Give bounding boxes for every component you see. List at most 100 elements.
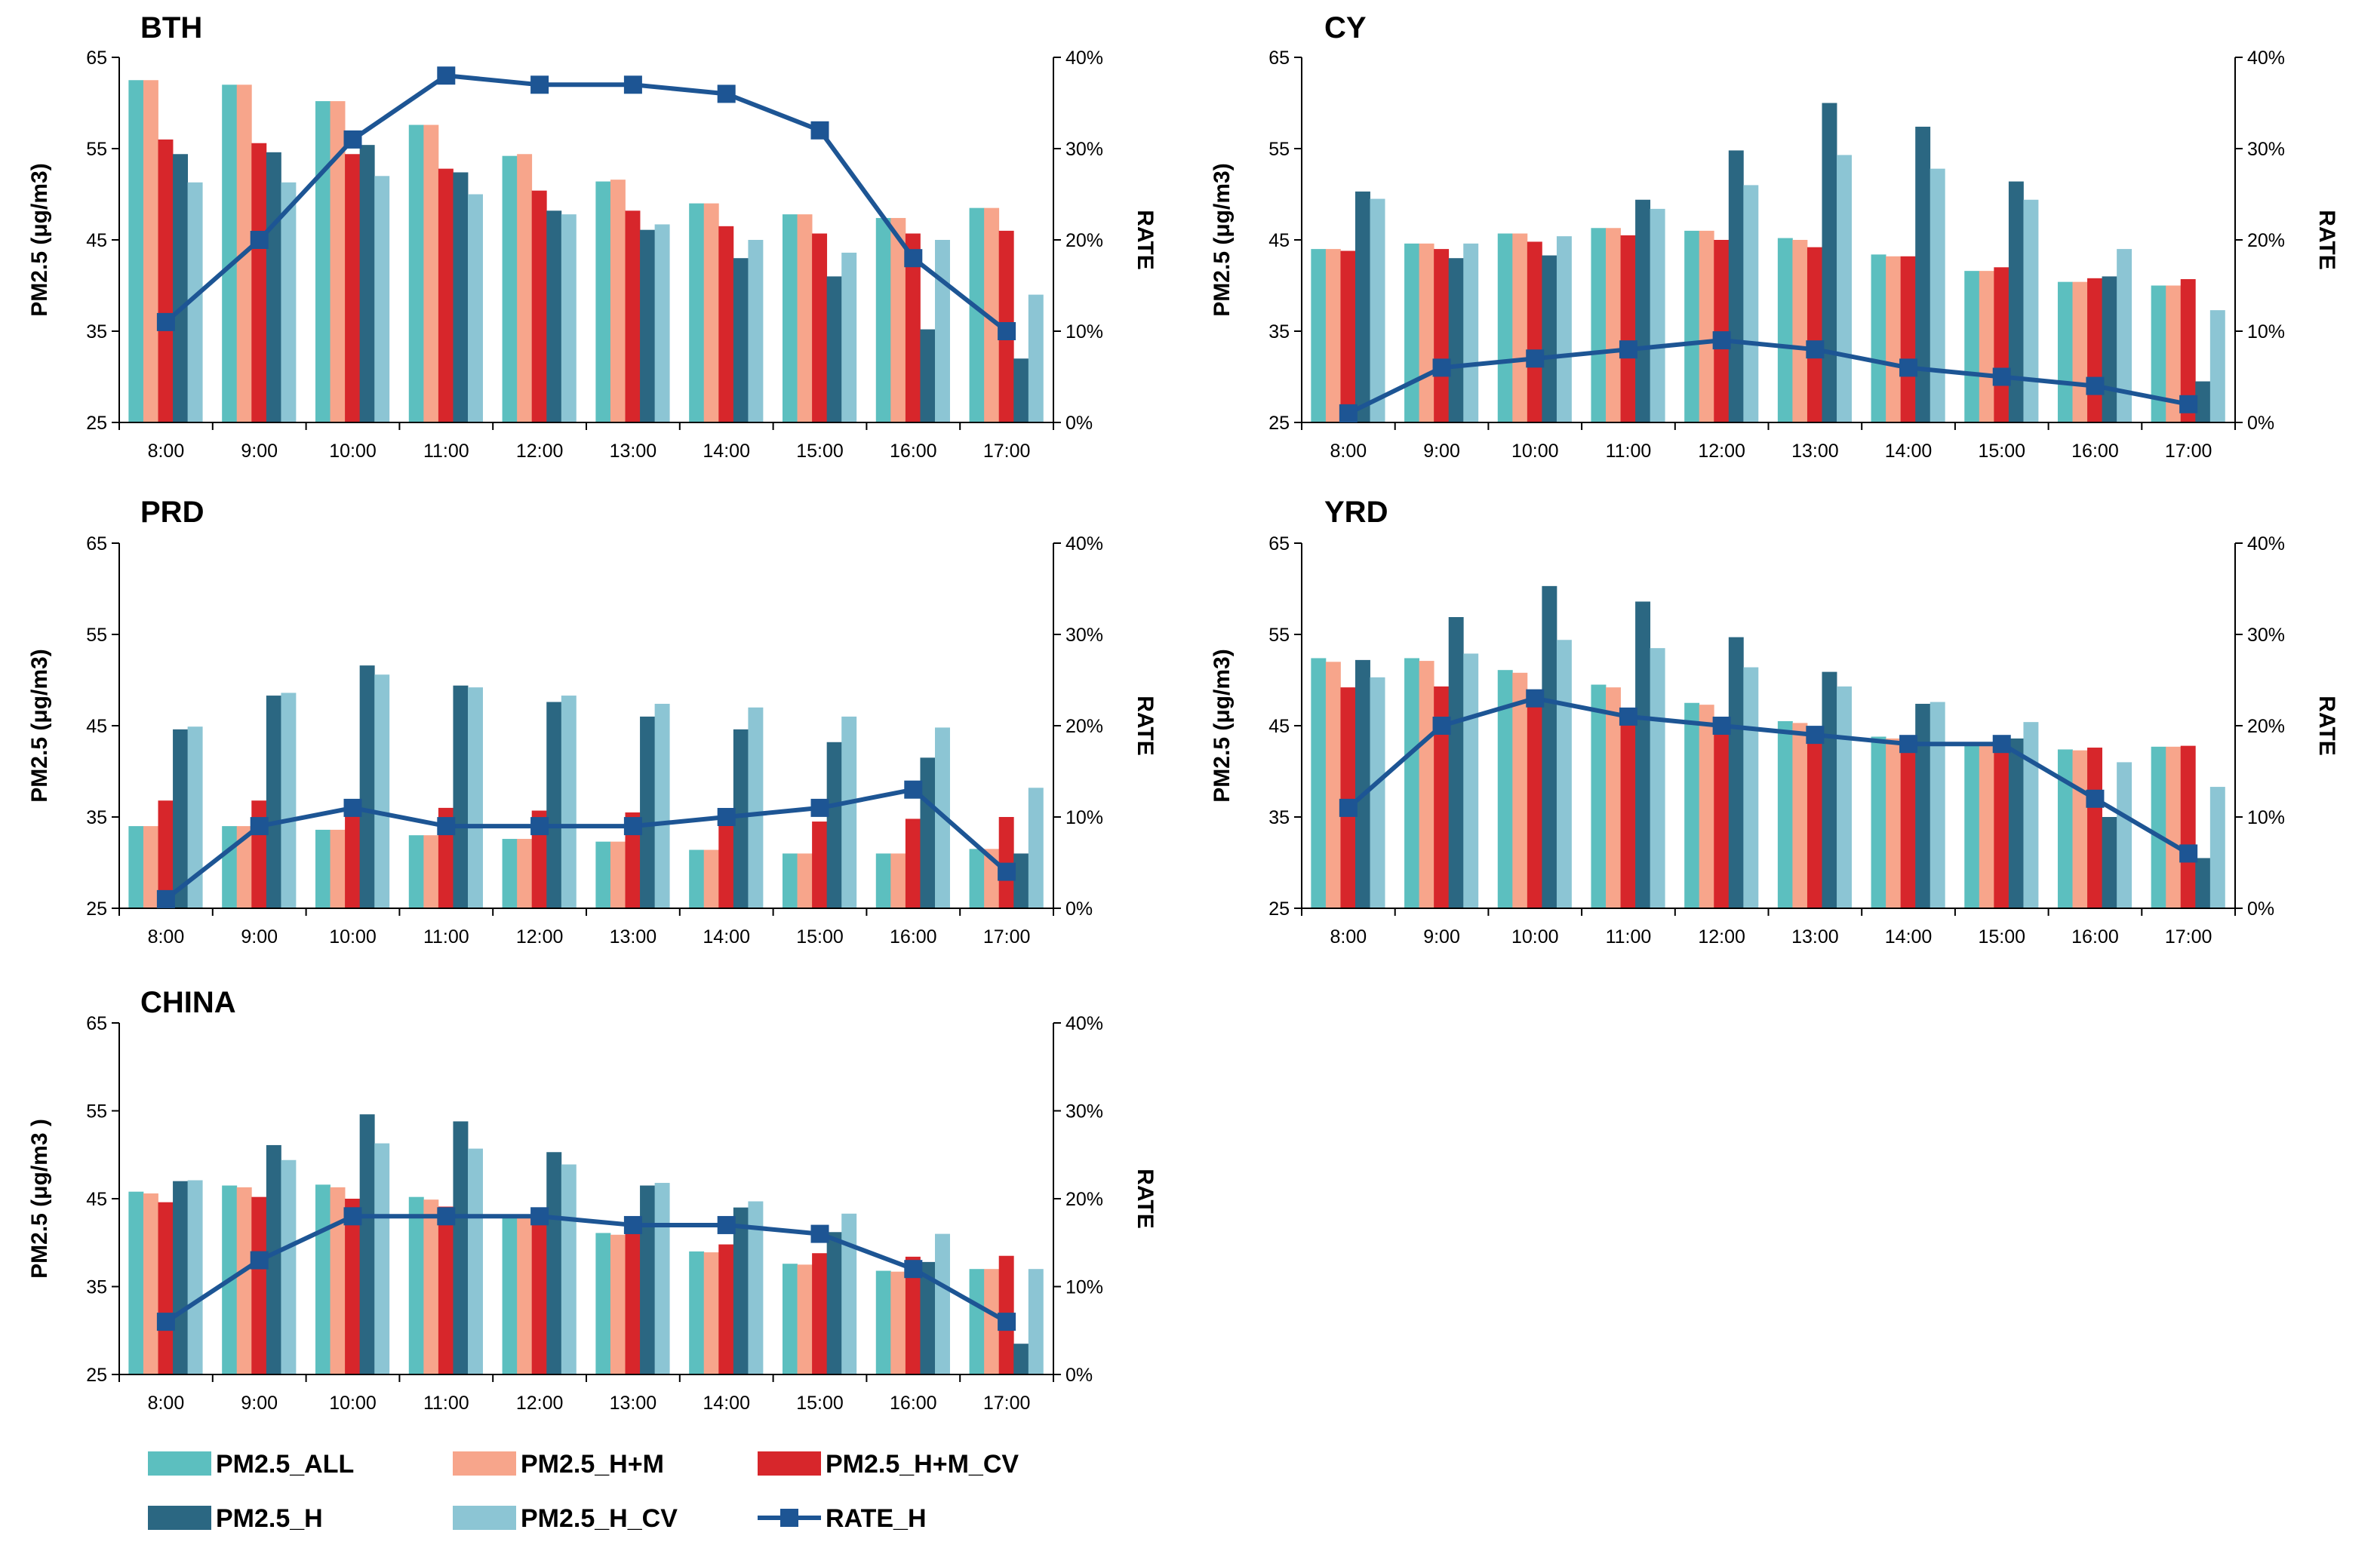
bar-pm2-5-all	[782, 853, 798, 908]
bar-pm2-5-all	[1871, 736, 1886, 908]
bar-pm2-5-all	[1684, 230, 1700, 422]
bar-pm2-5-h-cv	[374, 1143, 390, 1374]
rate-h-marker	[717, 84, 736, 103]
x-tick-label: 17:00	[983, 926, 1031, 947]
rate-h-marker	[810, 798, 829, 817]
bar-pm2-5-h	[359, 145, 375, 422]
bar-pm2-5-h	[1728, 150, 1744, 423]
bar-pm2-5-h-m-cv	[158, 1202, 174, 1374]
bar-pm2-5-h-cv	[1028, 294, 1044, 422]
bar-pm2-5-h-m	[517, 1216, 533, 1374]
y-tick-label: 35	[86, 807, 107, 828]
rate-h-marker	[904, 249, 923, 268]
y2-tick-label: 30%	[2247, 139, 2285, 160]
bar-pm2-5-h-cv	[654, 1183, 670, 1374]
y2-tick-label: 0%	[1065, 1365, 1093, 1386]
bar-pm2-5-h-cv	[1930, 702, 1945, 908]
rate-h-marker	[1432, 358, 1451, 377]
bar-pm2-5-h-m-cv	[625, 1232, 641, 1374]
bar-pm2-5-h-m	[610, 180, 626, 422]
bar-pm2-5-all	[782, 1264, 798, 1374]
bar-pm2-5-h-m-cv	[625, 812, 641, 908]
bar-pm2-5-all	[1497, 670, 1513, 908]
bar-pm2-5-h-cv	[187, 1180, 203, 1374]
bar-pm2-5-h	[1013, 358, 1029, 422]
bar-pm2-5-h-m	[143, 80, 158, 422]
rate-h-marker	[998, 1313, 1016, 1331]
bar-pm2-5-h-m-cv	[1900, 740, 1916, 908]
legend-swatch	[148, 1506, 211, 1530]
bar-pm2-5-h	[1822, 671, 1837, 908]
bar-pm2-5-all	[2057, 749, 2073, 908]
bar-pm2-5-h	[733, 1207, 749, 1374]
y2-tick-label: 40%	[1065, 48, 1103, 69]
bar-pm2-5-h-m-cv	[251, 143, 267, 423]
bar-pm2-5-h-m-cv	[1620, 709, 1636, 908]
bar-pm2-5-h-cv	[1743, 185, 1759, 422]
bar-pm2-5-h	[266, 152, 281, 422]
x-tick-label: 8:00	[148, 926, 185, 947]
bar-pm2-5-all	[502, 839, 518, 908]
bar-pm2-5-h	[1355, 659, 1370, 908]
x-tick-label: 10:00	[329, 1393, 377, 1414]
rate-h-marker	[1526, 689, 1545, 708]
rate-h-marker	[156, 312, 175, 331]
y2-tick-label: 30%	[1065, 1101, 1103, 1123]
bar-pm2-5-h	[1448, 258, 1464, 422]
bar-pm2-5-all	[408, 1196, 424, 1374]
bar-pm2-5-h-cv	[468, 1148, 483, 1374]
rate-h-marker	[343, 130, 362, 149]
bar-pm2-5-h-m	[1886, 256, 1902, 422]
y2-tick-label: 20%	[2247, 716, 2285, 737]
rate-h-marker	[156, 889, 175, 908]
bar-pm2-5-h-m	[1886, 738, 1902, 908]
x-tick-label: 11:00	[1606, 441, 1652, 462]
y2-tick-label: 20%	[1065, 1189, 1103, 1210]
bar-pm2-5-h-m-cv	[625, 210, 641, 422]
bar-pm2-5-all	[2057, 281, 2073, 422]
x-tick-label: 15:00	[1978, 441, 2025, 462]
bar-pm2-5-h-m	[1792, 723, 1808, 908]
bar-pm2-5-h-cv	[1463, 243, 1479, 422]
bar-pm2-5-all	[1591, 684, 1607, 908]
bar-pm2-5-h-m	[2166, 746, 2182, 908]
rate-h-marker	[1619, 340, 1637, 359]
bar-pm2-5-all	[2151, 285, 2166, 422]
rate-h-marker	[904, 1260, 923, 1279]
y-tick-label: 65	[1268, 533, 1290, 554]
y2-tick-label: 0%	[2247, 898, 2274, 920]
bar-pm2-5-all	[128, 1191, 144, 1374]
rate-h-marker	[530, 75, 549, 94]
bar-pm2-5-h	[2008, 181, 2024, 422]
bar-pm2-5-h-cv	[2023, 199, 2039, 422]
rate-h-marker	[2086, 789, 2105, 808]
bar-pm2-5-h-m	[797, 1264, 813, 1374]
bar-pm2-5-h	[546, 1152, 562, 1374]
bar-pm2-5-h-m	[1606, 687, 1621, 908]
bar-pm2-5-h-cv	[1370, 677, 1385, 908]
bar-pm2-5-h-cv	[654, 703, 670, 908]
rate-h-marker	[2086, 376, 2105, 395]
bar-pm2-5-h-cv	[281, 1159, 297, 1374]
y-tick-label: 55	[86, 1101, 107, 1123]
bar-pm2-5-h-cv	[841, 252, 857, 422]
rate-h-marker	[343, 1207, 362, 1226]
legend-label: PM2.5_H	[216, 1504, 323, 1533]
bar-pm2-5-h	[1355, 191, 1370, 422]
y-tick-label: 65	[86, 533, 107, 554]
bar-pm2-5-h	[1728, 637, 1744, 908]
bar-pm2-5-h-cv	[468, 687, 483, 908]
bar-pm2-5-h	[453, 1121, 469, 1374]
panel-title: PRD	[140, 496, 204, 529]
bar-pm2-5-h	[826, 276, 842, 422]
bar-pm2-5-h	[266, 1144, 281, 1374]
bar-pm2-5-h-m-cv	[2087, 278, 2102, 422]
y2-tick-label: 0%	[2247, 413, 2274, 434]
y2-tick-label: 30%	[1065, 625, 1103, 646]
x-tick-label: 10:00	[1511, 441, 1559, 462]
legend-item-pm2-5-h-m: PM2.5_H+M	[453, 1450, 664, 1479]
y-tick-label: 45	[86, 1189, 107, 1210]
bar-pm2-5-h-cv	[1650, 648, 1665, 908]
bar-pm2-5-h-m-cv	[1994, 267, 2009, 422]
bar-pm2-5-all	[595, 181, 611, 422]
